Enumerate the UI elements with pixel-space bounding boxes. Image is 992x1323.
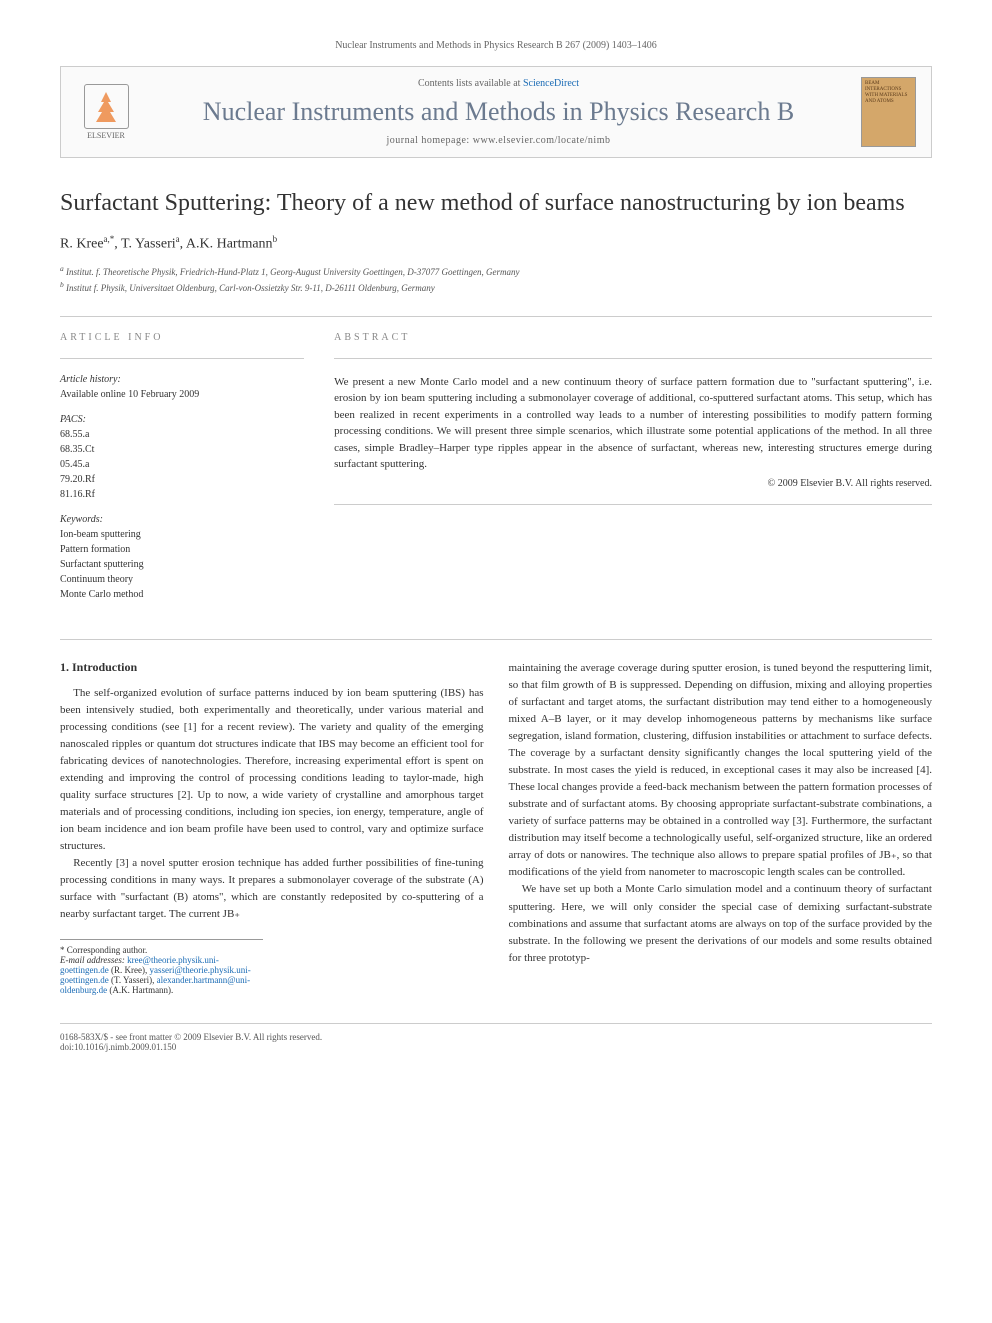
author-2: T. Yasseri xyxy=(121,237,176,252)
body-para-2: Recently [3] a novel sputter erosion tec… xyxy=(60,855,484,923)
keyword-3: Continuum theory xyxy=(60,572,304,587)
page-footer: 0168-583X/$ - see front matter © 2009 El… xyxy=(60,1023,932,1052)
abstract-copyright: © 2009 Elsevier B.V. All rights reserved… xyxy=(334,478,932,489)
keyword-2: Surfactant sputtering xyxy=(60,557,304,572)
history-label: Article history: xyxy=(60,374,304,385)
journal-cover-thumb: BEAM INTERACTIONS WITH MATERIALS AND ATO… xyxy=(861,77,916,147)
issn-line: 0168-583X/$ - see front matter © 2009 El… xyxy=(60,1032,932,1042)
keyword-4: Monte Carlo method xyxy=(60,587,304,602)
pacs-3: 79.20.Rf xyxy=(60,472,304,487)
article-info-heading: article info xyxy=(60,332,304,343)
abstract-column: abstract We present a new Monte Carlo mo… xyxy=(334,332,932,614)
publisher-header: ELSEVIER Contents lists available at Sci… xyxy=(60,66,932,158)
affiliation-b: b Institut f. Physik, Universitaet Olden… xyxy=(60,279,932,296)
elsevier-tree-icon xyxy=(84,84,129,129)
homepage-line: journal homepage: www.elsevier.com/locat… xyxy=(151,135,846,146)
history-value: Available online 10 February 2009 xyxy=(60,387,304,402)
corresponding-note: * Corresponding author. E-mail addresses… xyxy=(60,939,263,995)
homepage-url[interactable]: www.elsevier.com/locate/nimb xyxy=(473,135,611,146)
homepage-prefix: journal homepage: xyxy=(387,135,473,146)
doi-line: doi:10.1016/j.nimb.2009.01.150 xyxy=(60,1042,932,1052)
email-label: E-mail addresses: xyxy=(60,955,127,965)
corresponding-label: * Corresponding author. xyxy=(60,945,263,955)
keywords-label: Keywords: xyxy=(60,514,304,525)
keyword-1: Pattern formation xyxy=(60,542,304,557)
section-1-heading: 1. Introduction xyxy=(60,660,484,675)
article-title: Surfactant Sputtering: Theory of a new m… xyxy=(60,188,932,219)
affiliation-a: a Institut. f. Theoretische Physik, Frie… xyxy=(60,263,932,280)
keyword-0: Ion-beam sputtering xyxy=(60,527,304,542)
author-2-sup: a xyxy=(176,234,180,244)
right-column: maintaining the average coverage during … xyxy=(509,660,933,998)
article-info-column: article info Article history: Available … xyxy=(60,332,304,614)
author-3-sup: b xyxy=(273,234,278,244)
citation-header: Nuclear Instruments and Methods in Physi… xyxy=(60,40,932,51)
email-2-who: (T. Yasseri), xyxy=(109,975,157,985)
author-3: A.K. Hartmann xyxy=(186,237,273,252)
pacs-label: PACS: xyxy=(60,414,304,425)
pacs-0: 68.55.a xyxy=(60,427,304,442)
pacs-2: 05.45.a xyxy=(60,457,304,472)
body-para-1: The self-organized evolution of surface … xyxy=(60,685,484,855)
authors-line: R. Kreea,*, T. Yasseria, A.K. Hartmannb xyxy=(60,234,932,253)
email-1-who: (R. Kree), xyxy=(109,965,150,975)
contents-line: Contents lists available at ScienceDirec… xyxy=(151,78,846,89)
journal-title: Nuclear Instruments and Methods in Physi… xyxy=(151,97,846,127)
sciencedirect-link[interactable]: ScienceDirect xyxy=(523,78,579,89)
abstract-text: We present a new Monte Carlo model and a… xyxy=(334,374,932,473)
affiliations: a Institut. f. Theoretische Physik, Frie… xyxy=(60,263,932,296)
email-addresses: E-mail addresses: kree@theorie.physik.un… xyxy=(60,955,263,995)
body-para-4: We have set up both a Monte Carlo simula… xyxy=(509,881,933,966)
contents-prefix: Contents lists available at xyxy=(418,78,523,89)
pacs-4: 81.16.Rf xyxy=(60,487,304,502)
body-columns: 1. Introduction The self-organized evolu… xyxy=(60,660,932,998)
author-1-sup: a,* xyxy=(104,234,115,244)
body-para-3: maintaining the average coverage during … xyxy=(509,660,933,882)
abstract-heading: abstract xyxy=(334,332,932,343)
author-1: R. Kree xyxy=(60,237,104,252)
elsevier-label: ELSEVIER xyxy=(87,131,125,140)
divider xyxy=(60,316,932,317)
pacs-1: 68.35.Ct xyxy=(60,442,304,457)
elsevier-logo: ELSEVIER xyxy=(76,80,136,145)
left-column: 1. Introduction The self-organized evolu… xyxy=(60,660,484,998)
email-3-who: (A.K. Hartmann). xyxy=(107,985,173,995)
